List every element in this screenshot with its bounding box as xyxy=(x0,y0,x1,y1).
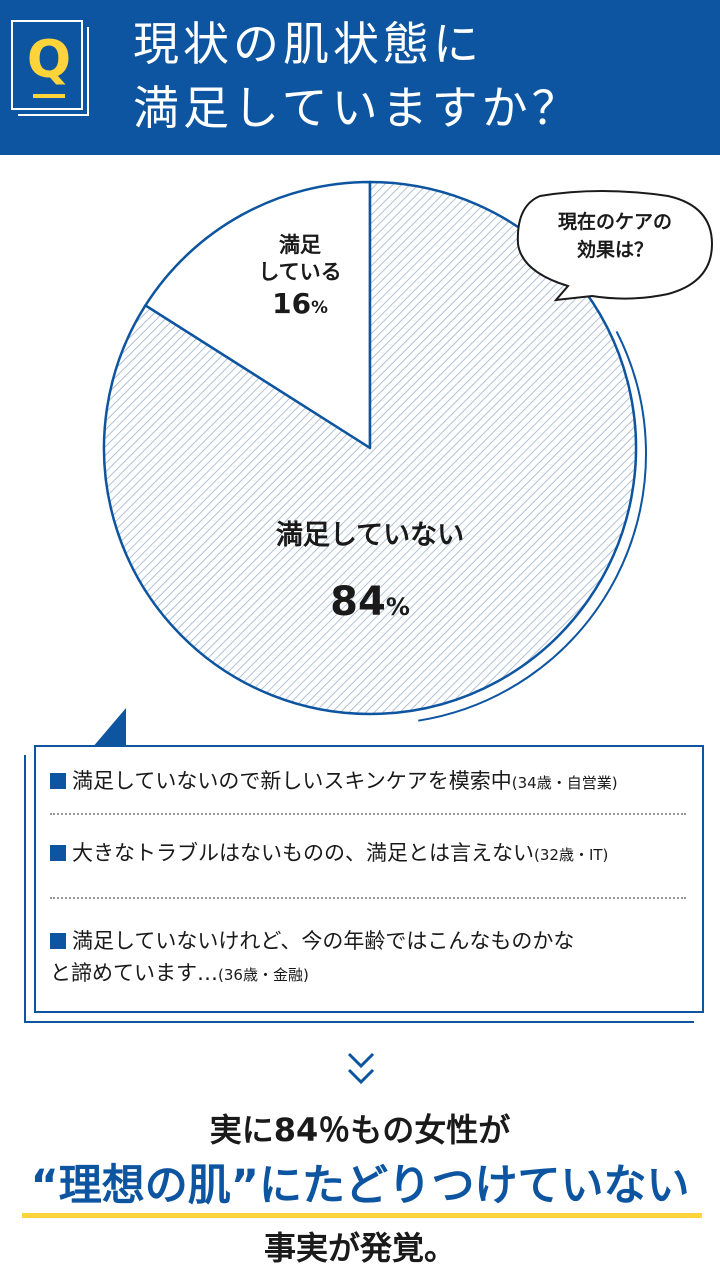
slice-label-unsatisfied-text: 満足していない xyxy=(275,520,465,551)
slice-value-satisfied: 16% xyxy=(232,286,368,325)
question-letter: Q xyxy=(26,30,72,90)
bullet-square-icon xyxy=(50,773,66,789)
bullet-square-icon xyxy=(50,845,66,861)
speech-bubble xyxy=(516,190,714,302)
speech-bubble-line2: 効果は？ xyxy=(576,239,653,261)
conclusion-highlight: “理想の肌”にたどりつけていない xyxy=(30,1161,690,1211)
question-badge: Q xyxy=(11,20,89,116)
slice-label-satisfied-line1: 満足 xyxy=(279,233,321,257)
slice-value-unsatisfied: 84% xyxy=(240,572,500,637)
slice-value-unsatisfied-number: 84 xyxy=(330,579,386,625)
bullet-square-icon xyxy=(50,933,66,949)
slice-label-unsatisfied: 満足していない 84% xyxy=(240,518,500,637)
speech-bubble-text: 現在のケアの 効果は？ xyxy=(525,208,705,264)
yellow-underline xyxy=(22,1213,702,1218)
slice-label-satisfied-line2: している xyxy=(258,260,342,284)
conclusion-line1: 実に84％もの女性が xyxy=(209,1111,511,1149)
page-title: 現状の肌状態に 満足していますか？ xyxy=(133,12,703,140)
header-banner: Q 現状の肌状態に 満足していますか？ xyxy=(0,0,720,155)
slice-value-satisfied-number: 16 xyxy=(272,287,312,320)
comment-text-line1: 満足していないけれど、今の年齢ではこんなものかな xyxy=(72,929,575,953)
dotted-divider xyxy=(50,897,686,899)
slice-value-satisfied-unit: % xyxy=(311,297,328,317)
double-chevron-down-icon xyxy=(347,1052,375,1085)
comment-text: 満足していないので新しいスキンケアを模索中 xyxy=(72,769,512,793)
slice-label-satisfied: 満足 している 16% xyxy=(232,232,368,325)
comment-meta: (36歳・金融) xyxy=(218,966,309,984)
comment-text-line2: と諦めています… xyxy=(50,961,218,985)
pie-chart xyxy=(102,180,714,722)
comment-meta: (34歳・自営業) xyxy=(511,774,618,792)
slice-value-unsatisfied-unit: % xyxy=(385,593,410,621)
pie-slice-satisfied xyxy=(144,180,372,450)
page-title-line2: 満足していますか？ xyxy=(133,81,582,135)
question-badge-bar xyxy=(33,94,65,98)
comments-box: 満足していないので新しいスキンケアを模索中(34歳・自営業) 大きなトラブルはな… xyxy=(34,745,704,1013)
comment-text: 大きなトラブルはないものの、満足とは言えない xyxy=(72,841,534,865)
speech-bubble-line1: 現在のケアの xyxy=(557,211,672,233)
comment-item: 満足していないけれど、今の年齢ではこんなものかな と諦めています…(36歳・金融… xyxy=(50,925,690,991)
dotted-divider xyxy=(50,813,686,815)
comment-item: 満足していないので新しいスキンケアを模索中(34歳・自営業) xyxy=(50,765,690,799)
comments-box-shadow xyxy=(24,755,694,1023)
pie-shadow-arc xyxy=(418,330,647,722)
page-title-line1: 現状の肌状態に xyxy=(133,17,483,71)
comment-item: 大きなトラブルはないものの、満足とは言えない(32歳・IT) xyxy=(50,837,690,871)
conclusion-line3: 事実が発覚。 xyxy=(263,1229,456,1267)
comments-pointer xyxy=(92,708,126,748)
comment-meta: (32歳・IT) xyxy=(534,846,609,864)
